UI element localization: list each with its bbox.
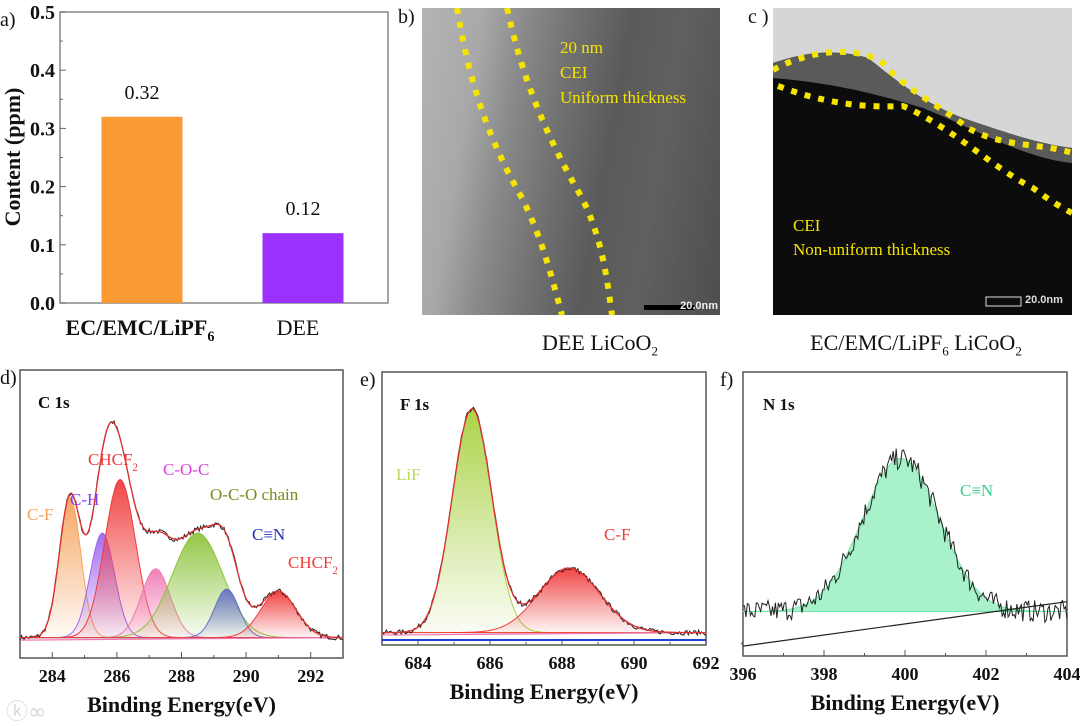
tem-b-label-thickness: 20 nm — [560, 38, 603, 57]
peak-label: CHCF2 — [288, 553, 338, 577]
panel-label-a: a) — [0, 9, 16, 31]
xps-panel-n-1s — [742, 371, 1068, 657]
x-tick-label: 686 — [477, 653, 504, 673]
x-tick-label: 398 — [811, 664, 838, 684]
tem-c-scale-bar-label: 20.0nm — [1025, 294, 1063, 306]
caption-b: DEE LiCoO2 — [542, 330, 658, 359]
caption-b-text: DEE LiCoO — [542, 330, 652, 355]
x-category-label: EC/EMC/LiPF6 — [66, 315, 215, 345]
peak-label: C-O-C — [163, 460, 209, 479]
y-tick-label: 0.5 — [30, 2, 55, 24]
spectrum-title: C 1s — [38, 393, 70, 412]
peak-label: C-F — [604, 525, 630, 544]
peak-label: O-C-O chain — [210, 485, 299, 504]
peak-label: CHCF2 — [88, 450, 138, 474]
x-tick-label: 400 — [892, 664, 919, 684]
peak-label: LiF — [396, 465, 421, 484]
background-line — [381, 631, 707, 636]
spectrum-title: F 1s — [400, 395, 430, 414]
cei-boundary-lines — [773, 8, 1072, 307]
x-tick-label: 688 — [549, 653, 576, 673]
x-axis-label: Binding Energy(eV) — [811, 690, 1000, 715]
plot-frame — [381, 371, 707, 646]
panel-label: d) — [0, 367, 17, 389]
tem-b-label-cei: CEI — [560, 63, 588, 82]
bar-data-label: 0.12 — [286, 198, 321, 220]
tem-c-label-nonuniform: Non-uniform thickness — [793, 240, 951, 259]
caption-c-text: EC/EMC/LiPF — [810, 330, 943, 355]
caption-c-sub: 6 — [942, 343, 949, 359]
bar-data-label: 0.32 — [125, 82, 160, 104]
peak-fit-c-n — [742, 457, 1068, 613]
y-tick-label: 0.3 — [30, 118, 55, 140]
fit-envelope-line — [20, 421, 343, 639]
peak-label: C≡N — [252, 525, 285, 544]
tem-image-ec-emc: CEI Non-uniform thickness 20.0nm — [773, 8, 1072, 315]
peak-label: C-F — [27, 505, 53, 524]
panel-label: f) — [720, 369, 733, 391]
cei-boundary-lines — [454, 8, 694, 315]
x-axis-label: Binding Energy(eV) — [87, 692, 276, 717]
y-tick-label: 0.4 — [30, 60, 55, 82]
x-tick-label: 684 — [405, 653, 432, 673]
peak-label: C-H — [70, 490, 99, 509]
y-axis-label: Content (ppm) — [0, 88, 25, 227]
x-tick-label: 402 — [973, 664, 1000, 684]
x-tick-label: 290 — [233, 666, 260, 686]
tem-b-label-uniform: Uniform thickness — [560, 88, 687, 107]
tem-image-dee: 20 nm CEI Uniform thickness 20.0nm — [422, 8, 720, 315]
x-tick-label: 284 — [39, 666, 66, 686]
caption-c-sub2: 2 — [1015, 343, 1022, 359]
tem-b-scale-bar-label: 20.0nm — [680, 300, 718, 312]
y-tick-label: 0.2 — [30, 177, 55, 199]
x-tick-label: 286 — [103, 666, 130, 686]
x-axis-label: Binding Energy(eV) — [450, 679, 639, 704]
panel-label: e) — [360, 369, 376, 391]
watermark-logo: ⓚ∞ — [6, 700, 47, 725]
caption-c: EC/EMC/LiPF6 LiCoO2 — [810, 330, 1022, 359]
x-tick-label: 288 — [168, 666, 195, 686]
y-tick-label: 0.0 — [30, 293, 55, 315]
x-tick-label: 692 — [693, 653, 720, 673]
background-line — [742, 601, 1068, 647]
fit-envelope-line — [382, 408, 706, 634]
x-tick-label: 690 — [621, 653, 648, 673]
x-tick-label: 396 — [730, 664, 757, 684]
tem-c-label-cei: CEI — [793, 216, 821, 235]
xps-panel-c-1s — [19, 369, 344, 659]
bar-ec-emc-lipf6 — [101, 116, 183, 303]
panel-label-c: c ) — [748, 6, 769, 28]
raw-spectrum-line — [742, 448, 1068, 624]
x-tick-label: 292 — [297, 666, 324, 686]
spectrum-title: N 1s — [763, 395, 795, 414]
background-line — [19, 637, 344, 641]
xps-panel-f-1s — [381, 371, 743, 646]
x-tick-label: 404 — [1054, 664, 1080, 684]
caption-b-sub: 2 — [651, 343, 658, 359]
caption-c-text2: LiCoO — [948, 330, 1016, 355]
y-tick-label: 0.1 — [30, 235, 55, 257]
x-category-label: DEE — [277, 315, 320, 340]
peak-label: C≡N — [960, 481, 993, 500]
panel-label-b: b) — [398, 6, 415, 28]
bar-dee — [262, 233, 344, 303]
